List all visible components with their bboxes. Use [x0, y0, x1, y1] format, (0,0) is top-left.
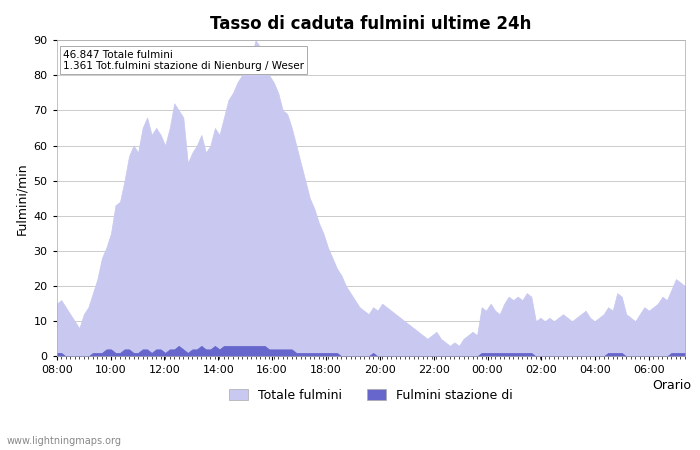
- Text: 46.847 Totale fulmini
1.361 Tot.fulmini stazione di Nienburg / Weser: 46.847 Totale fulmini 1.361 Tot.fulmini …: [63, 50, 304, 71]
- Title: Tasso di caduta fulmini ultime 24h: Tasso di caduta fulmini ultime 24h: [210, 15, 531, 33]
- Legend: Totale fulmini, Fulmini stazione di: Totale fulmini, Fulmini stazione di: [224, 384, 517, 407]
- Y-axis label: Fulmini/min: Fulmini/min: [15, 162, 28, 234]
- Text: www.lightningmaps.org: www.lightningmaps.org: [7, 436, 122, 446]
- X-axis label: Orario: Orario: [652, 378, 692, 392]
